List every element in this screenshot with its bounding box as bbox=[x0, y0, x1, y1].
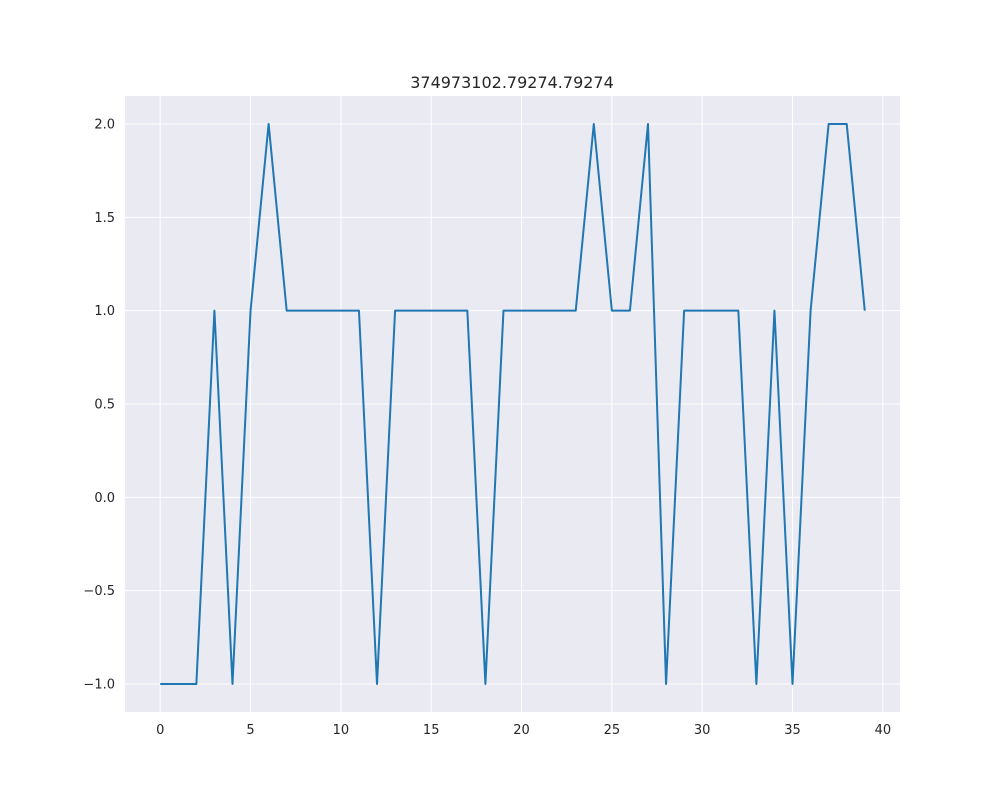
y-tick-label: 2.0 bbox=[94, 118, 115, 133]
x-tick-label: 15 bbox=[423, 723, 440, 738]
y-tick-label: 1.5 bbox=[94, 211, 115, 226]
x-tick-label: 35 bbox=[784, 723, 801, 738]
y-tick-label: −1.0 bbox=[83, 678, 115, 693]
x-tick-label: 30 bbox=[694, 723, 711, 738]
y-tick-label: 0.0 bbox=[94, 491, 115, 506]
y-tick-label: −0.5 bbox=[83, 584, 115, 599]
x-tick-label: 5 bbox=[246, 723, 254, 738]
x-tick-label: 10 bbox=[333, 723, 350, 738]
chart-title: 374973102.79274.79274 bbox=[410, 73, 614, 92]
x-tick-label: 25 bbox=[604, 723, 621, 738]
x-tick-label: 40 bbox=[875, 723, 892, 738]
y-tick-label: 1.0 bbox=[94, 304, 115, 319]
x-tick-label: 0 bbox=[156, 723, 164, 738]
y-tick-label: 0.5 bbox=[94, 398, 115, 413]
x-tick-label: 20 bbox=[513, 723, 530, 738]
